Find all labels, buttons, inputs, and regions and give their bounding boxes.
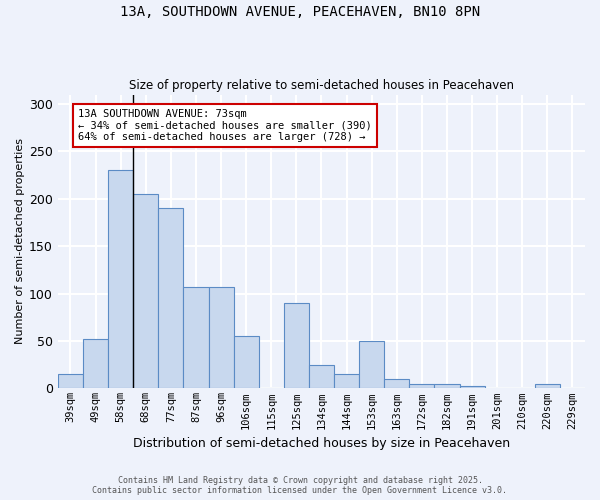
Bar [83,339,108,388]
Bar [359,341,384,388]
Bar [108,170,133,388]
Bar [409,384,434,388]
Title: Size of property relative to semi-detached houses in Peacehaven: Size of property relative to semi-detach… [129,79,514,92]
Bar [284,303,309,388]
Bar [209,287,233,388]
Bar [133,194,158,388]
Text: Contains HM Land Registry data © Crown copyright and database right 2025.
Contai: Contains HM Land Registry data © Crown c… [92,476,508,495]
Bar [58,374,83,388]
Y-axis label: Number of semi-detached properties: Number of semi-detached properties [15,138,25,344]
X-axis label: Distribution of semi-detached houses by size in Peacehaven: Distribution of semi-detached houses by … [133,437,510,450]
Bar [309,364,334,388]
Bar [233,336,259,388]
Bar [334,374,359,388]
Bar [384,379,409,388]
Bar [460,386,485,388]
Bar [434,384,460,388]
Bar [184,287,209,388]
Text: 13A, SOUTHDOWN AVENUE, PEACEHAVEN, BN10 8PN: 13A, SOUTHDOWN AVENUE, PEACEHAVEN, BN10 … [120,5,480,19]
Bar [535,384,560,388]
Bar [158,208,184,388]
Text: 13A SOUTHDOWN AVENUE: 73sqm
← 34% of semi-detached houses are smaller (390)
64% : 13A SOUTHDOWN AVENUE: 73sqm ← 34% of sem… [78,109,372,142]
